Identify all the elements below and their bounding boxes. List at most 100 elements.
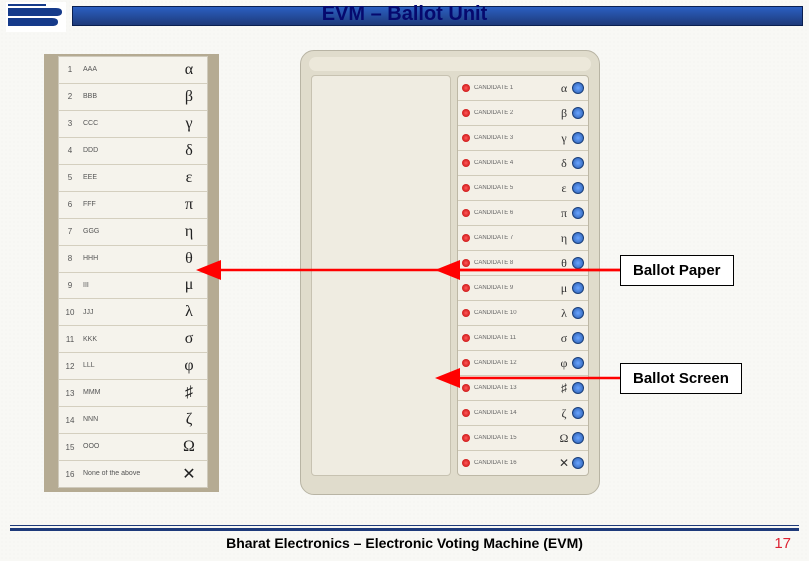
screen-row-label: CANDIDATE 13 — [474, 385, 556, 391]
vote-button[interactable] — [572, 382, 584, 394]
screen-row: CANDIDATE 5ε — [458, 176, 588, 201]
slide-title: EVM – Ballot Unit — [0, 3, 809, 26]
vote-button[interactable] — [572, 257, 584, 269]
vote-button[interactable] — [572, 132, 584, 144]
ballot-row-number: 1 — [59, 65, 81, 74]
screen-row-symbol: η — [556, 231, 572, 246]
ballot-row-number: 12 — [59, 362, 81, 371]
screen-row-symbol: σ — [556, 331, 572, 346]
vote-button[interactable] — [572, 432, 584, 444]
vote-button[interactable] — [572, 332, 584, 344]
vote-button[interactable] — [572, 357, 584, 369]
ballot-row-symbol: σ — [171, 330, 207, 348]
ballot-row-symbol: ε — [171, 169, 207, 187]
vote-button[interactable] — [572, 207, 584, 219]
screen-row: CANDIDATE 1α — [458, 76, 588, 101]
screen-row: CANDIDATE 14ζ — [458, 401, 588, 426]
ballot-row-number: 6 — [59, 200, 81, 209]
callout-ballot-screen: Ballot Screen — [620, 363, 742, 394]
page-number: 17 — [774, 535, 791, 552]
screen-row-label: CANDIDATE 11 — [474, 335, 556, 341]
lamp-icon — [462, 184, 470, 192]
callout-ballot-paper: Ballot Paper — [620, 255, 734, 286]
ballot-row-name: AAA — [81, 66, 171, 74]
ballot-row-name: NNN — [81, 416, 171, 424]
screen-row-label: CANDIDATE 10 — [474, 310, 556, 316]
vote-button[interactable] — [572, 232, 584, 244]
ballot-row-name: OOO — [81, 443, 171, 451]
ballot-unit-device: CANDIDATE 1αCANDIDATE 2βCANDIDATE 3γCAND… — [300, 50, 600, 495]
screen-row: CANDIDATE 13♯ — [458, 376, 588, 401]
lamp-icon — [462, 384, 470, 392]
screen-row: CANDIDATE 11σ — [458, 326, 588, 351]
lamp-icon — [462, 309, 470, 317]
ballot-row-name: EEE — [81, 174, 171, 182]
ballot-row-symbol: λ — [171, 303, 207, 321]
lamp-icon — [462, 134, 470, 142]
screen-row-label: CANDIDATE 9 — [474, 285, 556, 291]
ballot-paper-row: 16None of the above✕ — [59, 461, 207, 487]
vote-button[interactable] — [572, 157, 584, 169]
ballot-row-number: 14 — [59, 416, 81, 425]
lamp-icon — [462, 459, 470, 467]
ballot-paper-row: 9IIIμ — [59, 273, 207, 300]
screen-row-symbol: ♯ — [556, 381, 572, 396]
ballot-row-name: III — [81, 282, 171, 290]
ballot-paper-row: 4DDDδ — [59, 138, 207, 165]
ballot-row-name: FFF — [81, 201, 171, 209]
footer-text: Bharat Electronics – Electronic Voting M… — [0, 535, 809, 551]
ballot-paper-row: 10JJJλ — [59, 299, 207, 326]
ballot-row-name: HHH — [81, 255, 171, 263]
lamp-icon — [462, 84, 470, 92]
ballot-paper-row: 6FFFπ — [59, 192, 207, 219]
ballot-row-number: 7 — [59, 227, 81, 236]
screen-row-symbol: δ — [556, 156, 572, 171]
vote-button[interactable] — [572, 107, 584, 119]
ballot-row-name: None of the above — [81, 470, 171, 478]
screen-row: CANDIDATE 3γ — [458, 126, 588, 151]
vote-button[interactable] — [572, 457, 584, 469]
screen-row-symbol: μ — [556, 281, 572, 296]
screen-row: CANDIDATE 9μ — [458, 276, 588, 301]
ballot-paper-row: 15OOOΩ — [59, 434, 207, 461]
ballot-row-symbol: ζ — [171, 411, 207, 429]
ballot-paper-row: 3CCCγ — [59, 111, 207, 138]
vote-button[interactable] — [572, 82, 584, 94]
ballot-paper-row: 1AAAα — [59, 57, 207, 84]
ballot-row-name: LLL — [81, 362, 171, 370]
ballot-row-number: 8 — [59, 254, 81, 263]
screen-row-label: CANDIDATE 3 — [474, 135, 556, 141]
vote-button[interactable] — [572, 282, 584, 294]
ballot-paper-row: 14NNNζ — [59, 407, 207, 434]
ballot-row-number: 9 — [59, 281, 81, 290]
screen-row: CANDIDATE 12φ — [458, 351, 588, 376]
ballot-row-number: 13 — [59, 389, 81, 398]
ballot-row-symbol: μ — [171, 276, 207, 294]
ballot-paper: 1AAAα2BBBβ3CCCγ4DDDδ5EEEε6FFFπ7GGGη8HHHθ… — [58, 56, 208, 488]
screen-row: CANDIDATE 8θ — [458, 251, 588, 276]
ballot-row-name: JJJ — [81, 309, 171, 317]
screen-row-label: CANDIDATE 6 — [474, 210, 556, 216]
screen-row-label: CANDIDATE 4 — [474, 160, 556, 166]
screen-row-symbol: Ω — [556, 431, 572, 446]
ballot-row-number: 3 — [59, 119, 81, 128]
screen-row-symbol: φ — [556, 356, 572, 371]
ballot-row-name: MMM — [81, 389, 171, 397]
screen-row-label: CANDIDATE 16 — [474, 460, 556, 466]
screen-row-symbol: π — [556, 206, 572, 221]
ballot-paper-row: 2BBBβ — [59, 84, 207, 111]
vote-button[interactable] — [572, 182, 584, 194]
screen-row: CANDIDATE 4δ — [458, 151, 588, 176]
ballot-row-symbol: δ — [171, 142, 207, 160]
lamp-icon — [462, 109, 470, 117]
lamp-icon — [462, 409, 470, 417]
ballot-row-symbol: γ — [171, 115, 207, 133]
screen-row-label: CANDIDATE 8 — [474, 260, 556, 266]
device-top-strip — [309, 57, 591, 71]
lamp-icon — [462, 434, 470, 442]
vote-button[interactable] — [572, 307, 584, 319]
screen-row: CANDIDATE 15Ω — [458, 426, 588, 451]
ballot-row-name: GGG — [81, 228, 171, 236]
vote-button[interactable] — [572, 407, 584, 419]
ballot-row-symbol: π — [171, 196, 207, 214]
